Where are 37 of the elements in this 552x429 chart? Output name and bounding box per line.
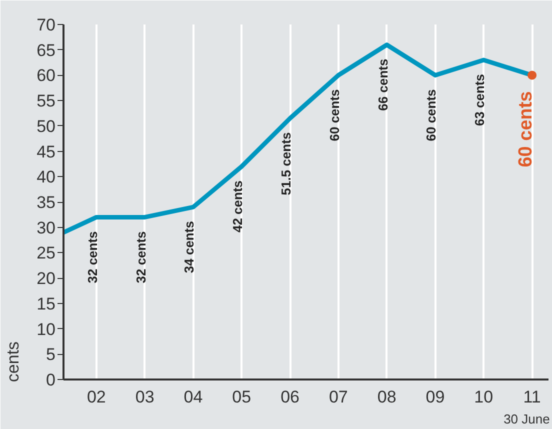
- x-tick-label: 03: [135, 388, 154, 406]
- y-tick-label: 20: [36, 269, 56, 288]
- x-tick-label: 07: [328, 388, 348, 406]
- y-axis-title: cents: [4, 341, 22, 382]
- y-tick-label: 0: [46, 370, 56, 390]
- y-tick-label: 55: [36, 92, 56, 111]
- data-label: 60 cents: [326, 89, 342, 142]
- x-tick-label: 04: [184, 388, 203, 406]
- y-tick-label: 70: [36, 16, 56, 34]
- x-tick-label: 05: [232, 388, 252, 406]
- data-label: 34 cents: [182, 221, 197, 274]
- y-tick-label: 15: [36, 294, 56, 314]
- x-tick-label: 02: [86, 388, 106, 406]
- y-tick-label: 60: [36, 66, 56, 86]
- x-tick-label: 09: [426, 388, 445, 406]
- data-label: 63 cents: [472, 74, 488, 126]
- data-label: 32 cents: [133, 231, 148, 284]
- y-tick-label: 10: [36, 320, 56, 339]
- data-label: 60 cents: [516, 91, 537, 168]
- y-tick-label: 25: [36, 244, 56, 263]
- y-tick-label: 35: [36, 193, 56, 212]
- x-tick-label: 06: [280, 388, 300, 406]
- y-tick-label: 45: [36, 142, 56, 162]
- text: 30 June: [504, 412, 550, 426]
- x-tick-label: 08: [377, 388, 396, 406]
- y-tick-label: 50: [36, 116, 56, 136]
- x-tick-label: 11: [523, 388, 541, 406]
- data-label: 60 cents: [424, 89, 439, 142]
- data-label: 66 cents: [375, 58, 390, 111]
- data-label: 51.5 cents: [278, 132, 294, 196]
- y-tick-label: 30: [36, 218, 56, 238]
- data-label: 32 cents: [84, 231, 100, 284]
- y-tick-label: 40: [36, 168, 56, 187]
- y-tick-label: 5: [46, 345, 56, 364]
- y-tick-label: 65: [36, 40, 56, 60]
- x-tick-label: 10: [474, 388, 494, 406]
- data-label: 42 cents: [230, 180, 246, 233]
